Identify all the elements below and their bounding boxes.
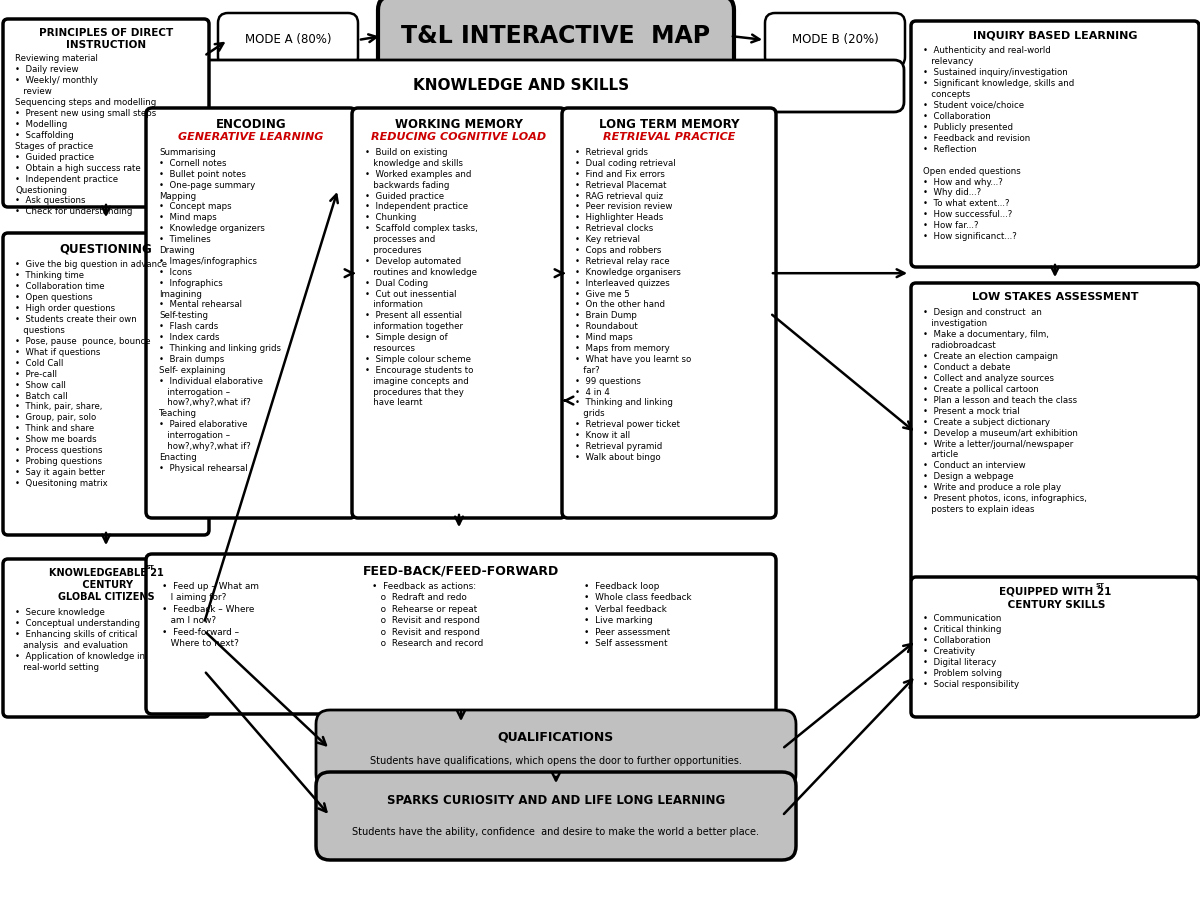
Text: LOW STAKES ASSESSMENT: LOW STAKES ASSESSMENT [972, 292, 1139, 302]
Text: PRINCIPLES OF DIRECT
INSTRUCTION: PRINCIPLES OF DIRECT INSTRUCTION [38, 28, 173, 50]
FancyBboxPatch shape [911, 577, 1199, 717]
Text: ST: ST [1096, 583, 1104, 588]
Text: •  Feedback loop
•  Whole class feedback
•  Verbal feedback
•  Live marking
•  P: • Feedback loop • Whole class feedback •… [584, 582, 691, 648]
FancyBboxPatch shape [2, 559, 209, 717]
Text: LONG TERM MEMORY: LONG TERM MEMORY [599, 118, 739, 131]
Text: •  Secure knowledge
•  Conceptual understanding
•  Enhancing skills of critical
: • Secure knowledge • Conceptual understa… [14, 608, 145, 671]
Text: SPARKS CURIOSITY AND AND LIFE LONG LEARNING: SPARKS CURIOSITY AND AND LIFE LONG LEARN… [386, 794, 725, 807]
Text: •  Design and construct  an
   investigation
•  Make a documentary, film,
   rad: • Design and construct an investigation … [923, 308, 1087, 514]
FancyBboxPatch shape [562, 108, 776, 518]
Text: QUESTIONING: QUESTIONING [60, 242, 152, 255]
FancyBboxPatch shape [146, 108, 356, 518]
FancyBboxPatch shape [2, 233, 209, 535]
Text: Students have the ability, confidence  and desire to make the world a better pla: Students have the ability, confidence an… [353, 827, 760, 837]
Text: GLOBAL CITIZENS: GLOBAL CITIZENS [58, 592, 155, 602]
FancyBboxPatch shape [146, 554, 776, 714]
Text: MODE B (20%): MODE B (20%) [792, 33, 878, 47]
FancyBboxPatch shape [352, 108, 566, 518]
Text: EQUIPPED WITH 21: EQUIPPED WITH 21 [998, 586, 1111, 596]
Text: Students have qualifications, which opens the door to further opportunities.: Students have qualifications, which open… [370, 756, 742, 766]
FancyBboxPatch shape [911, 21, 1199, 267]
Text: ENCODING: ENCODING [216, 118, 287, 131]
Text: •  Feedback as actions:
   o  Redraft and redo
   o  Rehearse or repeat
   o  Re: • Feedback as actions: o Redraft and red… [372, 582, 484, 648]
Text: KNOWLEDGEABLE 21: KNOWLEDGEABLE 21 [49, 568, 163, 578]
FancyBboxPatch shape [378, 0, 734, 76]
Text: QUALIFICATIONS: QUALIFICATIONS [498, 731, 614, 744]
Text: INQUIRY BASED LEARNING: INQUIRY BASED LEARNING [973, 30, 1138, 40]
Text: KNOWLEDGE AND SKILLS: KNOWLEDGE AND SKILLS [413, 78, 629, 94]
Text: ST: ST [146, 565, 155, 570]
FancyBboxPatch shape [218, 13, 358, 67]
Text: •  Build on existing
   knowledge and skills
•  Worked examples and
   backwards: • Build on existing knowledge and skills… [365, 148, 478, 408]
FancyBboxPatch shape [911, 283, 1199, 583]
FancyBboxPatch shape [316, 710, 796, 788]
Text: Summarising
•  Cornell notes
•  Bullet point notes
•  One-page summary
Mapping
•: Summarising • Cornell notes • Bullet poi… [158, 148, 281, 472]
Text: Reviewing material
•  Daily review
•  Weekly/ monthly
   review
Sequencing steps: Reviewing material • Daily review • Week… [14, 54, 156, 216]
FancyBboxPatch shape [316, 772, 796, 860]
Text: FEED-BACK/FEED-FORWARD: FEED-BACK/FEED-FORWARD [362, 564, 559, 577]
Text: T&L INTERACTIVE  MAP: T&L INTERACTIVE MAP [402, 24, 710, 48]
Text: MODE A (80%): MODE A (80%) [245, 33, 331, 47]
Text: REDUCING COGNITIVE LOAD: REDUCING COGNITIVE LOAD [372, 132, 546, 142]
Text: •  Retrieval grids
•  Dual coding retrieval
•  Find and Fix errors
•  Retrieval : • Retrieval grids • Dual coding retrieva… [575, 148, 691, 462]
Text: •  Feed up – What am
   I aiming for?
•  Feedback – Where
   am I now?
•  Feed-f: • Feed up – What am I aiming for? • Feed… [162, 582, 259, 648]
Text: CENTURY: CENTURY [79, 580, 133, 590]
Text: CENTURY SKILLS: CENTURY SKILLS [1004, 600, 1105, 610]
Text: GENERATIVE LEARNING: GENERATIVE LEARNING [179, 132, 324, 142]
Text: RETRIEVAL PRACTICE: RETRIEVAL PRACTICE [602, 132, 736, 142]
Text: •  Authenticity and real-world
   relevancy
•  Sustained inquiry/investigation
•: • Authenticity and real-world relevancy … [923, 46, 1074, 241]
Text: WORKING MEMORY: WORKING MEMORY [395, 118, 523, 131]
Text: •  Give the big question in advance
•  Thinking time
•  Collaboration time
•  Op: • Give the big question in advance • Thi… [14, 260, 167, 488]
FancyBboxPatch shape [766, 13, 905, 67]
Text: •  Communication
•  Critical thinking
•  Collaboration
•  Creativity
•  Digital : • Communication • Critical thinking • Co… [923, 614, 1019, 688]
FancyBboxPatch shape [2, 19, 209, 207]
FancyBboxPatch shape [138, 60, 904, 112]
